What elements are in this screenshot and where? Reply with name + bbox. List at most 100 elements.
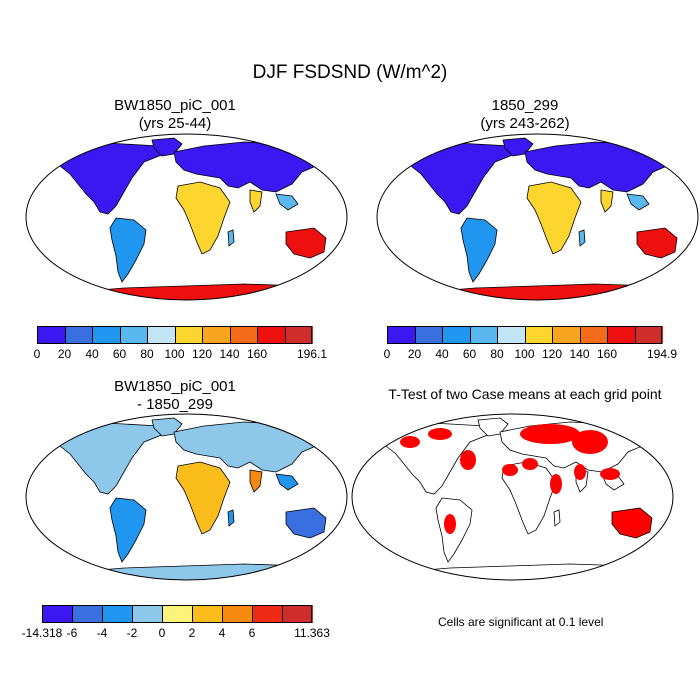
colorbar-3-label: 6 xyxy=(248,626,256,640)
map-4-outline xyxy=(351,413,674,581)
map-1-northAmerica xyxy=(51,141,165,215)
map-2-land-group xyxy=(402,137,678,300)
colorbar-2-divider xyxy=(469,326,471,344)
map-1-land-group xyxy=(51,137,327,300)
colorbar-1-label: 160 xyxy=(246,347,268,361)
colorbar-1-divider xyxy=(174,326,176,344)
map-4-land-group xyxy=(377,417,653,580)
map-2-india xyxy=(600,189,614,213)
colorbar-3-frame xyxy=(42,605,312,623)
significance-patch xyxy=(550,474,562,494)
colorbar-2-segment xyxy=(442,326,470,344)
map-1-antarctica xyxy=(75,283,326,300)
map-4-antarctica xyxy=(401,563,652,580)
colorbar-2-label: 140 xyxy=(569,347,590,361)
panel-4-title: T-Test of two Case means at each grid po… xyxy=(345,385,700,403)
colorbar-1-segment xyxy=(92,326,120,344)
map-4-africa xyxy=(501,461,557,535)
panel-3-title-line1: BW1850_piC_001 xyxy=(114,378,236,395)
colorbar-2: 0 20 40 60 80 100 120 140 160 194.9 xyxy=(384,326,677,361)
map-3-madagascar xyxy=(227,509,235,527)
significance-patch xyxy=(572,430,608,454)
map-4-madagascar xyxy=(553,509,561,527)
colorbar-2-segment xyxy=(414,326,443,344)
significance-note: Cells are significant at 0.1 level xyxy=(438,615,604,629)
colorbar-2-segment xyxy=(607,326,635,344)
colorbar-2-label: 20 xyxy=(407,347,422,361)
colorbar-3-divider xyxy=(192,605,193,623)
panel-4-title-line1: T-Test of two Case means at each grid po… xyxy=(388,386,662,402)
colorbar-1-segment xyxy=(257,326,285,344)
colorbar-1-label: 60 xyxy=(112,347,127,361)
colorbar-1-segment xyxy=(202,326,230,344)
map-1-southAmerica xyxy=(109,217,147,283)
colorbar-3-divider xyxy=(222,605,223,623)
figure-title: DJF FSDSND (W/m^2) xyxy=(252,62,448,83)
colorbar-1-segment xyxy=(174,326,203,344)
colorbar-3-segment xyxy=(102,605,133,623)
map-3-northAmerica xyxy=(51,421,165,495)
map-2-madagascar xyxy=(578,229,586,247)
panel-1-title: BW1850_piC_001 (yrs 25-44) xyxy=(60,97,290,133)
colorbar-1-label: 40 xyxy=(85,347,99,361)
significance-patch xyxy=(428,428,452,440)
colorbar-3-segment xyxy=(42,605,73,623)
colorbar-2-divider xyxy=(579,326,581,344)
colorbar-2-label: 80 xyxy=(490,347,504,361)
colorbar-2-segment xyxy=(469,326,498,344)
panel-2-title-line1: 1850_299 xyxy=(491,97,559,114)
colorbar-1-segment xyxy=(119,326,148,344)
colorbar-1-divider xyxy=(284,326,286,344)
map-1-seasia xyxy=(275,193,299,211)
colorbar-1-divider xyxy=(64,326,66,344)
map-4-australia xyxy=(611,507,653,539)
map-2-australia xyxy=(636,227,678,259)
significance-patch xyxy=(444,514,456,534)
colorbar-3-segment xyxy=(162,605,193,623)
map-3-seasia xyxy=(275,473,299,491)
significance-patch xyxy=(522,458,538,470)
colorbar-2-divider xyxy=(497,326,498,344)
significance-patch xyxy=(400,436,420,448)
map-1-australia xyxy=(285,227,327,259)
colorbar-1-label: 120 xyxy=(191,347,213,361)
colorbar-2-divider xyxy=(634,326,636,344)
colorbar-1-segment xyxy=(64,326,93,344)
colorbar-2-segment xyxy=(497,326,525,344)
colorbar-3-label: -6 xyxy=(66,626,78,640)
map-1-outline xyxy=(25,133,348,301)
colorbar-1-segment xyxy=(229,326,258,344)
map-2-africa xyxy=(526,181,582,255)
map-3-outline xyxy=(25,413,348,581)
colorbar-1-label: 140 xyxy=(219,347,240,361)
significance-patch xyxy=(520,424,580,444)
map-1-africa xyxy=(175,181,231,255)
colorbar-1-segment xyxy=(284,326,313,344)
map-3-australia xyxy=(285,507,327,539)
panel-2-title-line2: (yrs 243-262) xyxy=(480,115,570,132)
colorbar-2-divider xyxy=(607,326,608,344)
colorbar-1-divider xyxy=(147,326,148,344)
colorbar-3-divider xyxy=(162,605,163,623)
colorbar-3-label: 2 xyxy=(188,626,196,640)
map-3-land-group xyxy=(51,417,327,580)
map-1-india xyxy=(249,189,263,213)
map-1-madagascar xyxy=(227,229,235,247)
colorbar-3-label: 11.363 xyxy=(294,626,330,640)
colorbar-3-segment xyxy=(192,605,223,623)
map-2-northAmerica xyxy=(402,141,516,215)
colorbar-3-segment xyxy=(72,605,103,623)
map-2-southAmerica xyxy=(460,217,498,283)
panel-1-title-line1: BW1850_piC_001 xyxy=(114,97,236,114)
map-2-seasia xyxy=(626,193,650,211)
significance-patch xyxy=(600,468,620,480)
colorbar-3-label: -4 xyxy=(96,626,108,640)
map-3-india xyxy=(249,469,263,493)
colorbar-3: -14.318 -6 -4 -2 0 2 4 6 11.363 xyxy=(22,605,330,640)
colorbar-2-divider xyxy=(442,326,443,344)
colorbar-3-segment xyxy=(252,605,283,623)
colorbar-1-label: 196.1 xyxy=(296,347,328,361)
panel-3-title: BW1850_piC_001 - 1850_299 xyxy=(60,378,290,414)
colorbar-2-divider xyxy=(552,326,553,344)
significance-patch xyxy=(502,464,518,476)
